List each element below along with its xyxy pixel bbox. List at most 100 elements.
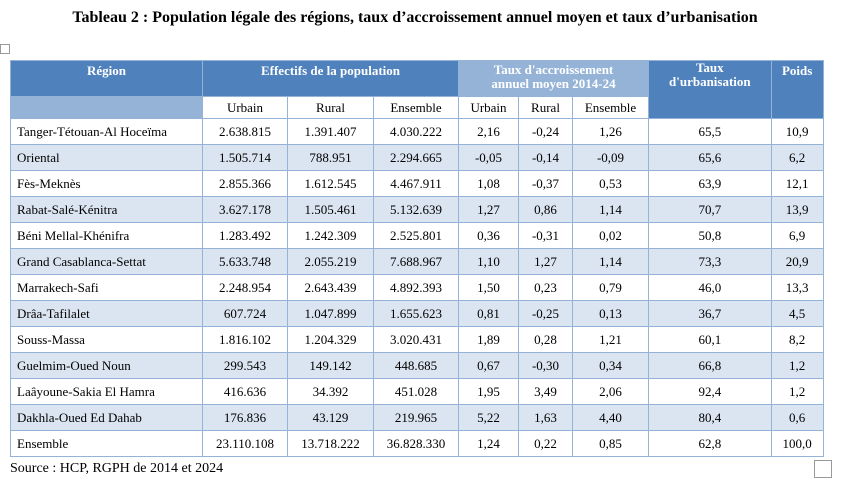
value-cell: 1,2	[770, 352, 824, 379]
value-cell: 0,6	[770, 404, 824, 431]
value-cell: 2.055.219	[287, 248, 374, 275]
value-cell: 416.636	[202, 378, 288, 405]
value-cell: 13,3	[770, 274, 824, 301]
value-cell: -0,14	[518, 144, 573, 171]
value-cell: 63,9	[648, 170, 772, 197]
value-cell: 2.294.665	[373, 144, 459, 171]
value-cell: 2.643.439	[287, 274, 374, 301]
value-cell: 100,0	[770, 430, 824, 457]
table-row: Dakhla-Oued Ed Dahab 176.836 43.129 219.965…	[10, 404, 824, 431]
table-row: Drâa-Tafilalet 607.724 1.047.899 1.655.623 0…	[10, 300, 824, 327]
value-cell: 607.724	[202, 300, 288, 327]
header-row: Région Effectifs de la population Taux d…	[10, 60, 824, 119]
region-cell: Béni Mellal-Khénifra	[10, 222, 203, 249]
value-cell: 13.718.222	[287, 430, 374, 457]
header-cell: Effectifs de la population	[202, 60, 459, 97]
value-cell: 1,14	[572, 196, 649, 223]
subheader-cell	[10, 96, 203, 119]
subheader-cell: Urbain	[202, 96, 288, 119]
value-cell: 12,1	[770, 170, 824, 197]
value-cell: 34.392	[287, 378, 374, 405]
value-cell: 1.655.623	[373, 300, 459, 327]
value-cell: 1.242.309	[287, 222, 374, 249]
value-cell: 0,22	[518, 430, 573, 457]
value-cell: 65,5	[648, 118, 772, 145]
value-cell: 1,26	[572, 118, 649, 145]
region-cell: Drâa-Tafilalet	[10, 300, 203, 327]
value-cell: 1,89	[458, 326, 519, 353]
value-cell: 451.028	[373, 378, 459, 405]
source: Source : HCP, RGPH de 2014 et 2024	[10, 461, 224, 476]
value-cell: 4,40	[572, 404, 649, 431]
value-cell: 0,53	[572, 170, 649, 197]
value-cell: 0,36	[458, 222, 519, 249]
header-cell: Poids	[770, 60, 824, 119]
value-cell: 2,16	[458, 118, 519, 145]
value-cell: -0,25	[518, 300, 573, 327]
table-row: Souss-Massa 1.816.102 1.204.329 3.020.431 1,…	[10, 326, 824, 353]
value-cell: 2.248.954	[202, 274, 288, 301]
region-cell: Souss-Massa	[10, 326, 203, 353]
value-cell: 219.965	[373, 404, 459, 431]
value-cell: 176.836	[202, 404, 288, 431]
value-cell: 13,9	[770, 196, 824, 223]
table-row: Rabat-Salé-Kénitra 3.627.178 1.505.461 5.13…	[10, 196, 824, 223]
value-cell: 1,24	[458, 430, 519, 457]
table-row: Béni Mellal-Khénifra 1.283.492 1.242.309 2.…	[10, 222, 824, 249]
value-cell: 6,2	[770, 144, 824, 171]
value-cell: 1,14	[572, 248, 649, 275]
region-cell: Fès-Meknès	[10, 170, 203, 197]
value-cell: -0,31	[518, 222, 573, 249]
value-cell: 70,7	[648, 196, 772, 223]
value-cell: 2.855.366	[202, 170, 288, 197]
table-row: Oriental 1.505.714 788.951 2.294.665 -0,05 -0…	[10, 144, 824, 171]
value-cell: 3.020.431	[373, 326, 459, 353]
value-cell: 65,6	[648, 144, 772, 171]
table-body: Tanger-Tétouan-Al Hoceïma 2.638.815 1.391.…	[10, 118, 824, 457]
value-cell: 62,8	[648, 430, 772, 457]
region-cell: Ensemble	[10, 430, 203, 457]
value-cell: 0,79	[572, 274, 649, 301]
region-cell: Dakhla-Oued Ed Dahab	[10, 404, 203, 431]
subheader-cell: Ensemble	[572, 96, 649, 119]
value-cell: 0,02	[572, 222, 649, 249]
value-cell: 50,8	[648, 222, 772, 249]
value-cell: 36.828.330	[373, 430, 459, 457]
table-row: Tanger-Tétouan-Al Hoceïma 2.638.815 1.391.…	[10, 118, 824, 145]
value-cell: 0,86	[518, 196, 573, 223]
value-cell: 1.816.102	[202, 326, 288, 353]
value-cell: 1,21	[572, 326, 649, 353]
value-cell: 4,5	[770, 300, 824, 327]
value-cell: 1,10	[458, 248, 519, 275]
region-cell: Laâyoune-Sakia El Hamra	[10, 378, 203, 405]
table-row: Guelmim-Oued Noun 299.543 149.142 448.685 0,…	[10, 352, 824, 379]
subheader-cell: Urbain	[458, 96, 519, 119]
title: Tableau 2 : Population légale des région…	[72, 9, 758, 26]
table-row: Fès-Meknès 2.855.366 1.612.545 4.467.911 1,0…	[10, 170, 824, 197]
anchor-box	[0, 44, 10, 54]
value-cell: 0,81	[458, 300, 519, 327]
value-cell: 0,85	[572, 430, 649, 457]
header-cell: Taux d'urbanisation	[648, 60, 772, 119]
value-cell: 1,2	[770, 378, 824, 405]
region-cell: Guelmim-Oued Noun	[10, 352, 203, 379]
value-cell: 1.391.407	[287, 118, 374, 145]
value-cell: -0,37	[518, 170, 573, 197]
value-cell: 2.525.801	[373, 222, 459, 249]
value-cell: 3.627.178	[202, 196, 288, 223]
value-cell: 92,4	[648, 378, 772, 405]
value-cell: 5.132.639	[373, 196, 459, 223]
value-cell: 149.142	[287, 352, 374, 379]
table-header: Région Effectifs de la population Taux d…	[10, 60, 824, 119]
value-cell: 1.204.329	[287, 326, 374, 353]
value-cell: 299.543	[202, 352, 288, 379]
value-cell: 23.110.108	[202, 430, 288, 457]
value-cell: -0,05	[458, 144, 519, 171]
value-cell: 0,23	[518, 274, 573, 301]
value-cell: 1.612.545	[287, 170, 374, 197]
value-cell: 6,9	[770, 222, 824, 249]
value-cell: 4.892.393	[373, 274, 459, 301]
value-cell: 1,27	[518, 248, 573, 275]
value-cell: 2.638.815	[202, 118, 288, 145]
subheader-cell: Ensemble	[373, 96, 459, 119]
